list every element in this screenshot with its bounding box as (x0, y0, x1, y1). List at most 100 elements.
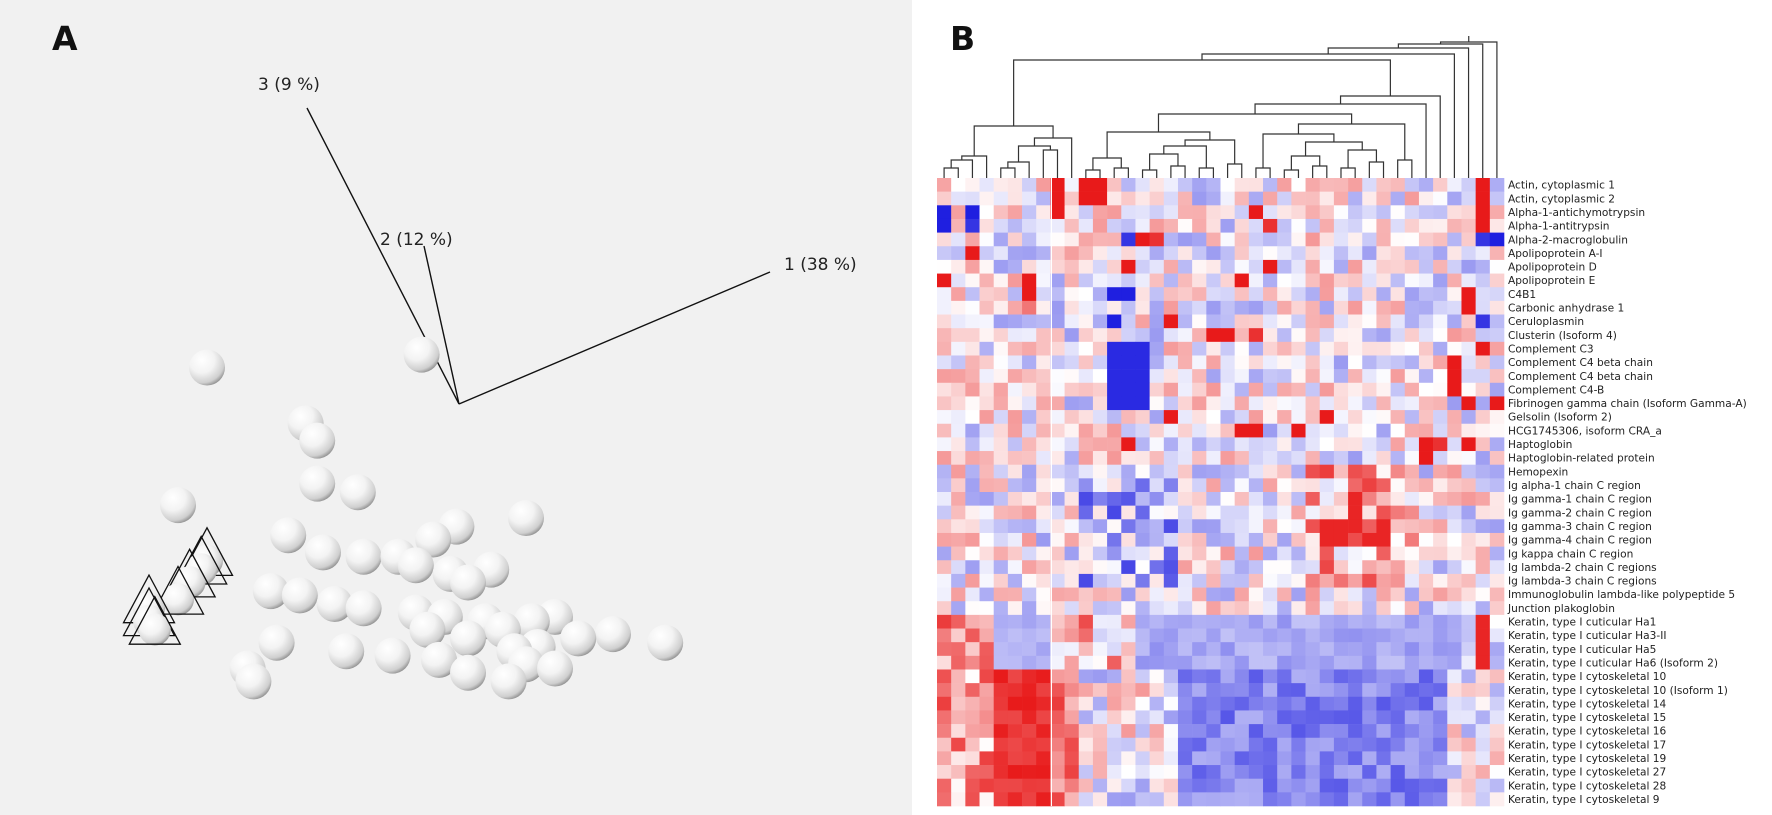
heatmap-cell (1489, 751, 1505, 766)
heatmap-row-label: Alpha-1-antichymotrypsin (1508, 207, 1645, 219)
heatmap-cell (1248, 369, 1264, 384)
heatmap-cell (1149, 560, 1165, 575)
heatmap-cell (1064, 451, 1080, 465)
heatmap-cell (1149, 232, 1165, 247)
heatmap-cell (1489, 191, 1505, 206)
heatmap-cell (1263, 232, 1278, 247)
heatmap-cell (1348, 396, 1363, 411)
heatmap-cell (1390, 246, 1406, 261)
heatmap-cell (1475, 492, 1491, 506)
heatmap-cell (1036, 519, 1051, 534)
heatmap-cell (1092, 423, 1108, 438)
heatmap-cell (1163, 259, 1179, 274)
heatmap-cell (993, 587, 1009, 602)
heatmap-cell (1489, 259, 1505, 274)
heatmap-cell (1078, 683, 1094, 698)
heatmap-cell (1390, 191, 1406, 206)
heatmap-cell (1433, 737, 1448, 752)
heatmap-cell (1376, 683, 1391, 698)
heatmap-cell (1107, 724, 1122, 739)
heatmap-cell (965, 410, 980, 425)
heatmap-cell (1121, 478, 1136, 493)
heatmap-cell (1333, 737, 1349, 752)
heatmap-cell (937, 655, 952, 670)
heatmap-cell (1248, 191, 1264, 206)
dendrogram-branch (1255, 167, 1271, 178)
heatmap-cell (1022, 505, 1037, 520)
heatmap-cell (1192, 341, 1207, 356)
heatmap-cell (1050, 492, 1065, 506)
heatmap-cell (1404, 218, 1420, 233)
heatmap-cell (1078, 778, 1094, 793)
heatmap-cell (1135, 573, 1150, 588)
heatmap-cell (1163, 341, 1179, 356)
heatmap-cell (1163, 218, 1179, 233)
heatmap-cell (937, 246, 952, 261)
heatmap-cell (1305, 628, 1321, 643)
heatmap-cell (1461, 683, 1476, 698)
heatmap-cell (1022, 369, 1037, 384)
heatmap-cell (1192, 191, 1207, 206)
heatmap-cell (1135, 232, 1150, 247)
heatmap-cell (1263, 683, 1278, 698)
heatmap-cell (1461, 710, 1476, 725)
heatmap-cell (1036, 546, 1051, 561)
heatmap-cell (1064, 792, 1080, 807)
heatmap-cell (1475, 778, 1491, 793)
heatmap-cell (1291, 601, 1306, 616)
heatmap-cell (1277, 778, 1292, 793)
heatmap-cell (1064, 287, 1080, 302)
heatmap-cell (1277, 614, 1292, 629)
heatmap-row-label: Keratin, type I cytoskeletal 17 (1508, 739, 1666, 751)
heatmap-cell (1064, 546, 1080, 561)
heatmap-cell (1404, 724, 1420, 739)
heatmap-cell (1036, 246, 1051, 261)
heatmap-cell (1305, 601, 1321, 616)
heatmap-cell (1418, 655, 1434, 670)
heatmap-cell (1263, 765, 1278, 779)
heatmap-cell (965, 478, 980, 493)
heatmap-cell (993, 300, 1009, 315)
heatmap-cell (1177, 287, 1193, 302)
heatmap-cell (1036, 778, 1051, 793)
heatmap-cell (1362, 382, 1377, 397)
heatmap-cell (1291, 724, 1306, 739)
heatmap-cell (1277, 628, 1292, 643)
heatmap-cell (1050, 724, 1065, 739)
heatmap-cell (1121, 232, 1136, 247)
heatmap-cell (1135, 546, 1150, 561)
heatmap-cell (1376, 287, 1391, 302)
dendrogram-branch (1368, 161, 1385, 178)
heatmap-cell (1404, 765, 1420, 779)
heatmap-cell (1177, 451, 1193, 465)
heatmap-cell (1348, 655, 1363, 670)
heatmap-cell (1022, 232, 1037, 247)
heatmap-cell (1248, 410, 1264, 425)
heatmap-cell (1064, 464, 1080, 479)
heatmap-cell (1447, 273, 1462, 288)
heatmap-cell (1277, 328, 1292, 343)
heatmap-cell (1319, 614, 1335, 629)
heatmap-cell (1007, 232, 1023, 247)
heatmap-cell (1192, 710, 1207, 725)
heatmap-cell (1461, 300, 1476, 315)
heatmap-cell (951, 259, 966, 274)
heatmap-cell (1277, 655, 1292, 670)
heatmap-cell (1277, 601, 1292, 616)
heatmap-cell (1319, 437, 1335, 452)
heatmap-cell (1248, 683, 1264, 698)
heatmap-cell (1489, 437, 1505, 452)
heatmap-cell (1007, 273, 1023, 288)
heatmap-cell (1206, 778, 1221, 793)
heatmap-cell (1163, 505, 1179, 520)
heatmap-cell (1050, 683, 1065, 698)
heatmap-cell (937, 669, 952, 684)
heatmap-cell (1277, 191, 1292, 206)
heatmap-cell (1418, 587, 1434, 602)
heatmap-cell (979, 492, 994, 506)
heatmap-cell (1206, 669, 1221, 684)
heatmap-cell (993, 341, 1009, 356)
heatmap-cell (1348, 532, 1363, 547)
heatmap-cell (1107, 382, 1122, 397)
